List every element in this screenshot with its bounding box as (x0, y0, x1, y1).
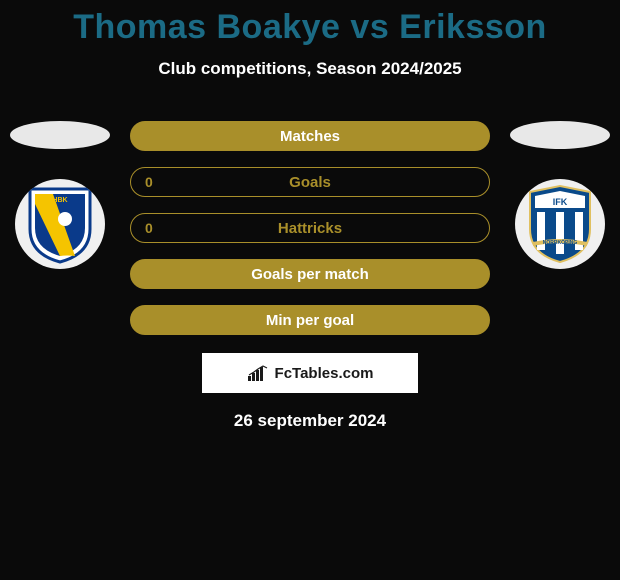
date-label: 26 september 2024 (0, 411, 620, 431)
stat-label: Min per goal (266, 312, 354, 329)
subtitle: Club competitions, Season 2024/2025 (0, 59, 620, 79)
stat-label: Goals (289, 174, 331, 191)
watermark-logo: FcTables.com (247, 364, 374, 382)
page-title: Thomas Boakye vs Eriksson (0, 8, 620, 47)
stat-pill-hattricks: 0 Hattricks (130, 213, 490, 243)
comparison-card: Thomas Boakye vs Eriksson Club competiti… (0, 0, 620, 431)
watermark-text: FcTables.com (275, 365, 374, 382)
stat-label: Hattricks (278, 220, 342, 237)
shield-icon: HBK (25, 184, 95, 264)
stat-value-left: 0 (145, 174, 153, 190)
stat-pill-matches: Matches (130, 121, 490, 151)
shield-icon: IFK NORRKÖPING (525, 184, 595, 264)
stat-label: Goals per match (251, 266, 369, 283)
svg-text:IFK: IFK (553, 197, 568, 207)
hbk-club-badge: HBK (15, 179, 105, 269)
player-right-avatar-placeholder (510, 121, 610, 149)
stats-column: Matches 0 Goals 0 Hattricks Goals per match Mi… (130, 121, 490, 335)
bar-chart-icon (247, 364, 271, 382)
player-right-column: IFK NORRKÖPING (510, 121, 610, 269)
stat-label: Matches (280, 128, 340, 145)
stat-pill-goals: 0 Goals (130, 167, 490, 197)
svg-text:HBK: HBK (52, 197, 67, 204)
stat-value-left: 0 (145, 220, 153, 236)
stat-pill-min-per-goal: Min per goal (130, 305, 490, 335)
content-row: HBK Matches 0 Goals 0 Hattricks Goals per mat… (0, 121, 620, 335)
stat-pill-goals-per-match: Goals per match (130, 259, 490, 289)
ifk-norrkoping-badge: IFK NORRKÖPING (515, 179, 605, 269)
watermark-box: FcTables.com (202, 353, 418, 393)
player-left-avatar-placeholder (10, 121, 110, 149)
svg-text:NORRKÖPING: NORRKÖPING (543, 239, 578, 246)
player-left-column: HBK (10, 121, 110, 269)
